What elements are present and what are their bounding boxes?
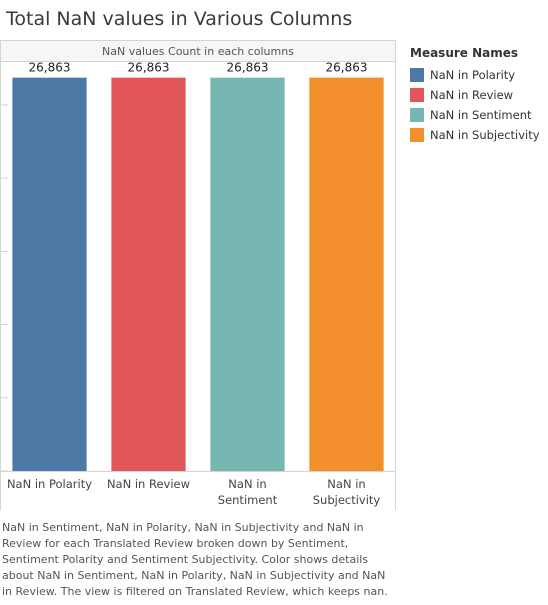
legend-item[interactable]: NaN in Polarity (410, 65, 540, 85)
legend-item[interactable]: NaN in Review (410, 85, 540, 105)
chart-header: NaN values Count in each columns (102, 45, 294, 58)
legend-item[interactable]: NaN in Subjectivity (410, 125, 540, 145)
legend-label: NaN in Sentiment (430, 108, 532, 122)
legend-swatch (410, 68, 424, 82)
legend-swatch (410, 108, 424, 122)
bar (309, 78, 383, 471)
legend-swatch (410, 88, 424, 102)
legend-label: NaN in Subjectivity (430, 128, 540, 142)
x-tick-label: NaN in (228, 477, 266, 491)
bar (12, 78, 86, 471)
bar-value-label: 26,863 (29, 61, 71, 75)
chart-caption: NaN in Sentiment, NaN in Polarity, NaN i… (2, 520, 394, 600)
legend-item[interactable]: NaN in Sentiment (410, 105, 540, 125)
x-tick-label: Sentiment (218, 493, 278, 507)
legend-items: NaN in Polarity NaN in Review NaN in Senti… (410, 65, 540, 145)
x-tick-label: Subjectivity (313, 493, 381, 507)
bar (210, 78, 284, 471)
legend: Measure Names NaN in Polarity NaN in Revi… (410, 46, 540, 145)
x-tick-label: NaN in Polarity (7, 477, 92, 491)
bar-chart: NaN values Count in each columns 26,863 Na… (0, 40, 396, 518)
legend-title: Measure Names (410, 46, 540, 60)
bar-value-label: 26,863 (128, 61, 170, 75)
legend-swatch (410, 128, 424, 142)
bar (111, 78, 185, 471)
chart-panel: NaN values Count in each columns 26,863 Na… (0, 40, 396, 518)
legend-label: NaN in Review (430, 88, 513, 102)
x-tick-label: NaN in Review (107, 477, 190, 491)
legend-label: NaN in Polarity (430, 68, 515, 82)
x-tick-label: NaN in (327, 477, 365, 491)
bar-value-label: 26,863 (227, 61, 269, 75)
chart-title: Total NaN values in Various Columns (6, 8, 352, 30)
bar-value-label: 26,863 (326, 61, 368, 75)
